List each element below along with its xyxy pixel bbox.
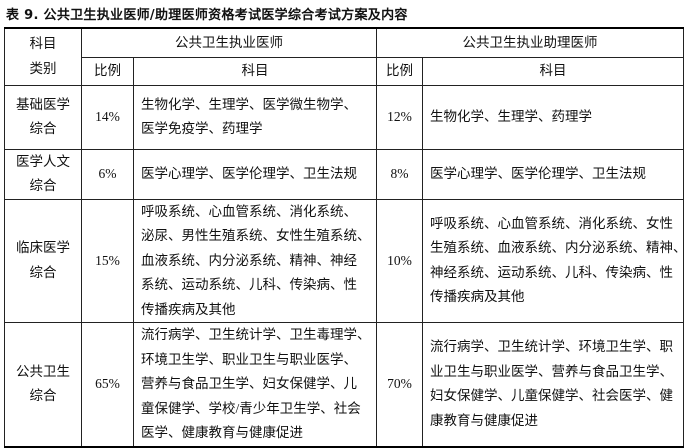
cell-line: 营养与食品卫生学、妇女保健学、儿	[141, 376, 357, 391]
ratio2-cell: 10%	[376, 198, 423, 323]
ratio1-cell: 15%	[81, 198, 134, 323]
ratio2-cell: 12%	[376, 84, 423, 150]
cell-line: 系统、运动系统、儿科、传染病、性	[141, 277, 357, 292]
cell-line: 妇女保健学、儿童保健学、社会医学、健	[430, 388, 673, 404]
cell-line: 医学人文	[16, 153, 70, 169]
subjects-header: 科目	[133, 56, 377, 86]
category-cell: 公共卫生 综合	[4, 322, 82, 447]
ratio-header: 比例	[376, 56, 423, 86]
ratio1-cell: 14%	[81, 84, 134, 150]
cell-line: 生物化学、生理学、药理学	[430, 108, 592, 124]
cell-line: 流行病学、卫生统计学、卫生毒理学、	[141, 327, 371, 342]
cell-line: 综合	[29, 388, 57, 404]
cell-line: 泌尿、男性生殖系统、女性生殖系统、	[141, 228, 371, 243]
subjects2-cell: 呼吸系统、心血管系统、消化系统、女性 生殖系统、血液系统、内分泌系统、精神、 神经系…	[422, 198, 686, 323]
subjects1-cell: 医学心理学、医学伦理学、卫生法规	[133, 148, 377, 200]
category-cell: 基础医学 综合	[4, 84, 82, 150]
cell-line: 医学心理学、医学伦理学、卫生法规	[141, 165, 357, 181]
cell-line: 童保健学、学校/青少年卫生学、社会	[141, 400, 361, 416]
ratio2-cell: 8%	[376, 148, 423, 200]
cell-line: 临床医学	[16, 240, 70, 256]
cell-line: 呼吸系统、心血管系统、消化系统、	[141, 203, 357, 219]
cell-line: 康教育与健康促进	[430, 412, 538, 428]
cell-line: 综合	[29, 264, 57, 280]
cell-line: 流行病学、卫生统计学、环境卫生学、职	[430, 339, 673, 355]
subjects1-cell: 流行病学、卫生统计学、卫生毒理学、 环境卫生学、职业卫生与职业医学、 营养与食品卫生…	[133, 322, 377, 447]
table-row: 基础医学 综合 14% 生物化学、生理学、医学微生物学、 医学免疫学、药理学 12% 生物化…	[4, 84, 684, 150]
ratio1-cell: 65%	[81, 322, 134, 447]
cell-line: 基础医学	[16, 96, 70, 112]
cell-line: 医学、健康教育与健康促进	[141, 425, 303, 440]
group2-header: 公共卫生执业助理医师	[376, 27, 684, 58]
cell-line: 传播疾病及其他	[430, 289, 525, 305]
header-line: 类别	[29, 60, 57, 76]
subjects2-cell: 生物化学、生理学、药理学	[422, 84, 684, 150]
cell-line: 医学免疫学、药理学	[141, 121, 263, 136]
category-cell: 临床医学 综合	[4, 198, 82, 323]
cell-line: 业卫生与职业医学、营养与食品卫生学、	[430, 363, 673, 379]
table-title: 表 9. 公共卫生执业医师/助理医师资格考试医学综合考试方案及内容	[6, 8, 408, 23]
category-cell: 医学人文 综合	[4, 148, 82, 200]
cell-line: 生物化学、生理学、医学微生物学、	[141, 96, 357, 112]
ratio-header: 比例	[81, 56, 134, 86]
subjects1-cell: 呼吸系统、心血管系统、消化系统、 泌尿、男性生殖系统、女性生殖系统、 血液系统、内分…	[133, 198, 377, 323]
table-row: 公共卫生 综合 65% 流行病学、卫生统计学、卫生毒理学、 环境卫生学、职业卫生与职业医…	[4, 322, 684, 447]
subjects2-cell: 流行病学、卫生统计学、环境卫生学、职 业卫生与职业医学、营养与食品卫生学、 妇女保健…	[422, 322, 684, 447]
subjects2-cell: 医学心理学、医学伦理学、卫生法规	[422, 148, 684, 200]
cell-line: 医学心理学、医学伦理学、卫生法规	[430, 165, 646, 181]
table-row: 医学人文 综合 6% 医学心理学、医学伦理学、卫生法规 8% 医学心理学、医学伦理学、卫生…	[4, 148, 684, 200]
cell-line: 传播疾病及其他	[141, 301, 236, 317]
cell-line: 血液系统、内分泌系统、精神、神经	[141, 252, 357, 268]
cell-line: 综合	[29, 121, 57, 136]
ratio1-cell: 6%	[81, 148, 134, 200]
ratio2-cell: 70%	[376, 322, 423, 447]
table-row: 临床医学 综合 15% 呼吸系统、心血管系统、消化系统、 泌尿、男性生殖系统、女性生殖系…	[4, 198, 686, 323]
cell-line: 公共卫生	[16, 363, 70, 379]
exam-plan-table: 科目 类别 公共卫生执业医师 公共卫生执业助理医师 比例 科目 比例 科目 基础…	[4, 27, 686, 448]
group1-header: 公共卫生执业医师	[81, 27, 377, 58]
cell-line: 神经系统、运动系统、儿科、传染病、性	[430, 264, 673, 280]
category-header: 科目 类别	[4, 27, 82, 86]
subjects1-cell: 生物化学、生理学、医学微生物学、 医学免疫学、药理学	[133, 84, 377, 150]
cell-line: 环境卫生学、职业卫生与职业医学、	[141, 351, 357, 367]
header-line: 科目	[29, 36, 57, 52]
subjects-header: 科目	[422, 56, 684, 86]
cell-line: 呼吸系统、心血管系统、消化系统、女性	[430, 215, 673, 231]
cell-line: 生殖系统、血液系统、内分泌系统、精神、	[430, 240, 686, 256]
cell-line: 综合	[29, 178, 57, 193]
